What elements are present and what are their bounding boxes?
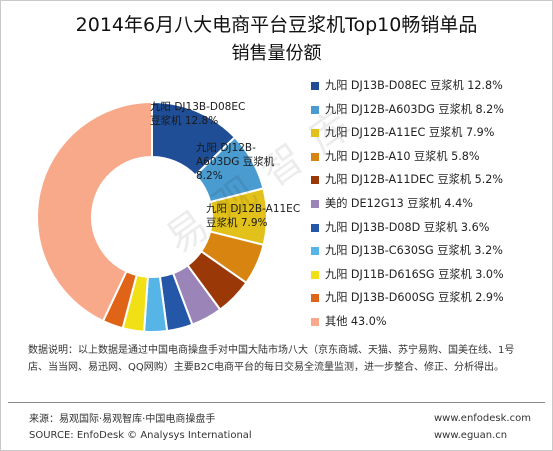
legend-swatch <box>311 152 319 161</box>
legend-swatch <box>311 317 319 326</box>
legend-swatch <box>311 294 319 303</box>
legend-item-10: 九阳 DJ13B-D600SG 豆浆机 2.9% <box>311 291 551 315</box>
legend-label: 九阳 DJ13B-D08D 豆浆机 3.6% <box>325 220 490 234</box>
legend-label: 其他 43.0% <box>325 314 387 328</box>
legend-swatch <box>311 223 319 232</box>
legend-item-2: 九阳 DJ12B-A603DG 豆浆机 8.2% <box>311 103 551 127</box>
legend-item-5: 九阳 DJ12B-A11DEC 豆浆机 5.2% <box>311 173 551 197</box>
legend-swatch <box>311 247 319 256</box>
legend-label: 九阳 DJ13B-D08EC 豆浆机 12.8% <box>325 79 503 92</box>
legend-item-7: 九阳 DJ13B-D08D 豆浆机 3.6% <box>311 221 551 245</box>
legend-label: 九阳 DJ12B-A11DEC 豆浆机 5.2% <box>325 173 504 187</box>
legend-swatch <box>311 105 319 114</box>
data-note: 数据说明：以上数据是通过中国电商操盘手对中国大陆市场八大（京东商城、天猫、苏宁易… <box>28 345 515 373</box>
legend-label: 九阳 DJ13B-C630SG 豆浆机 3.2% <box>325 244 503 258</box>
chart-title-line2: 销售量份额 <box>231 43 322 64</box>
legend-item-1: 九阳 DJ13B-D08EC 豆浆机 12.8% <box>311 79 551 103</box>
legend-swatch <box>311 199 319 208</box>
footer-source-cn: 来源：易观国际·易观智库·中国电商操盘手 <box>29 414 216 425</box>
donut-slice-11 <box>36 100 153 323</box>
legend-item-6: 美的 DE12G13 豆浆机 4.4% <box>311 197 551 221</box>
data-label-1: 九阳 DJ13B-D08EC 豆浆机 12.8% <box>150 101 245 127</box>
legend-swatch <box>311 176 319 185</box>
chart-legend: 九阳 DJ13B-D08EC 豆浆机 12.8% 九阳 DJ12B-A603DG … <box>311 79 551 339</box>
footer-site-2: www.eguan.cn <box>434 430 508 441</box>
legend-label: 九阳 DJ12B-A603DG 豆浆机 8.2% <box>325 102 504 116</box>
legend-item-9: 九阳 DJ11B-D616SG 豆浆机 3.0% <box>311 268 551 292</box>
footer-source-en: SOURCE: EnfoDesk © Analysys Internationa… <box>29 430 252 441</box>
legend-swatch <box>311 82 319 90</box>
legend-swatch <box>311 270 319 279</box>
chart-title-line1: 2014年6月八大电商平台豆浆机Top10畅销单品 <box>75 14 478 36</box>
data-label-2: 九阳 DJ12B-A603DG 豆浆机 8.2% <box>196 142 275 182</box>
legend-swatch <box>311 129 319 138</box>
legend-item-4: 九阳 DJ12B-A10 豆浆机 5.8% <box>311 150 551 174</box>
legend-label: 九阳 DJ11B-D616SG 豆浆机 3.0% <box>325 267 504 281</box>
footer-site-1: www.enfodesk.com <box>434 413 531 424</box>
legend-label: 九阳 DJ12B-A11EC 豆浆机 7.9% <box>325 126 495 140</box>
legend-label: 九阳 DJ12B-A10 豆浆机 5.8% <box>325 149 480 163</box>
legend-label: 美的 DE12G13 豆浆机 4.4% <box>325 196 473 210</box>
legend-item-3: 九阳 DJ12B-A11EC 豆浆机 7.9% <box>311 126 551 150</box>
legend-label: 九阳 DJ13B-D600SG 豆浆机 2.9% <box>325 291 504 305</box>
data-label-3: 九阳 DJ12B-A11EC 豆浆机 7.9% <box>206 203 300 229</box>
legend-item-8: 九阳 DJ13B-C630SG 豆浆机 3.2% <box>311 244 551 268</box>
footer-divider <box>8 402 545 403</box>
legend-item-11: 其他 43.0% <box>311 315 551 339</box>
